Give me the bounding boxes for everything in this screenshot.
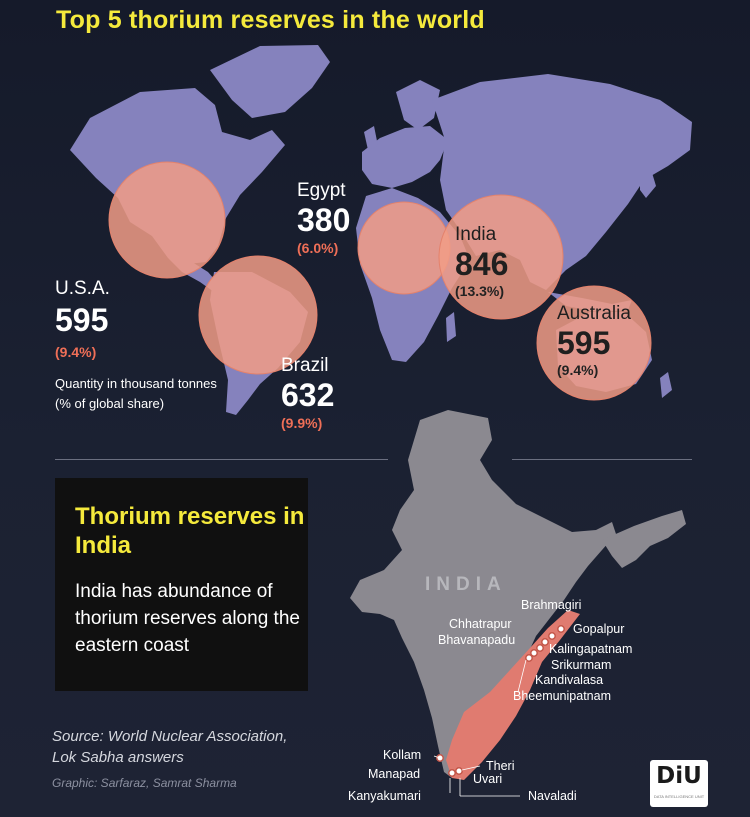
brazil-value: 632 [281,377,335,413]
australia-name: Australia [557,303,631,324]
site-dot-kalingapatnam [536,644,544,652]
india-label: India 846 (13.3%) [455,224,508,299]
site-label-chhatrapur: Chhatrapur [449,617,512,631]
site-dot-manapad [448,769,456,777]
brazil-name: Brazil [281,355,329,376]
site-dot-uvari [455,767,463,775]
site-dot-kandivalasa [525,654,533,662]
site-dot-gopalpur [557,625,565,633]
leader-line-theri [461,765,481,771]
uk-shape [364,126,378,150]
site-label-manapad: Manapad [368,767,421,781]
diu-logo-text: DiU [656,763,702,789]
japan-shape [640,166,656,198]
site-label-bhavanapadu: Bhavanapadu [438,633,516,647]
world-map [70,45,692,415]
legend-share: (% of global share) [55,396,165,411]
brazil-bubble [198,255,318,375]
site-dot-chhatrapur [548,632,556,640]
australia-bubble [536,285,652,401]
india-northeast-shape [602,510,686,568]
usa-value: 595 [55,302,109,338]
new-zealand-shape [660,372,672,398]
site-label-theri: Theri [486,759,515,773]
greenland-shape [210,45,330,118]
egypt-value: 380 [297,202,351,238]
australia-value: 595 [557,325,611,361]
india-mainland-shape [350,410,616,778]
madagascar-shape [446,312,456,342]
site-dot-srikurmam [530,649,538,657]
usa-share: (9.4%) [55,344,97,360]
coastal-thorium-zone [446,610,580,780]
india-value: 846 [455,246,509,282]
australia-label: Australia 595 (9.4%) [557,303,631,378]
diu-logo-tagline: DATA INTELLIGENCE UNIT [653,794,705,799]
site-dot-bhavanapadu [541,638,549,646]
india-map [350,410,686,797]
europe-shape [362,126,448,188]
india-name: India [455,224,497,245]
brazil-label: Brazil 632 (9.9%) [281,355,334,431]
graphic-credit: Graphic: Sarfaraz, Samrat Sharma [52,776,237,790]
usa-name: U.S.A. [55,278,110,299]
egypt-name: Egypt [297,180,346,201]
scandinavia-shape [396,80,440,130]
section-divider-right [512,459,692,460]
diu-logo: DiU DATA INTELLIGENCE UNIT [650,760,708,807]
egypt-label: Egypt 380 (6.0%) [297,180,350,256]
site-label-brahmagiri: Brahmagiri [521,598,582,612]
egypt-bubble [357,201,451,295]
site-label-gopalpur: Gopalpur [573,622,625,636]
legend-quantity: Quantity in thousand tonnes [55,376,217,391]
site-label-kollam: Kollam [383,748,422,762]
source-line-1: Source: World Nuclear Association, [52,728,288,745]
leader-line-kollam [433,755,441,759]
site-label-kanyakumari: Kanyakumari [348,789,421,803]
source-line-2: Lok Sabha answers [52,749,184,766]
brazil-share: (9.9%) [281,415,323,431]
site-label-bheemunipatnam: Bheemunipatnam [513,689,611,703]
site-label-uvari: Uvari [473,772,503,786]
australia-share: (9.4%) [557,362,599,378]
india-box-title: Thorium reserves in India [75,503,305,559]
india-info-box: Thorium reserves in India India has abun… [55,478,308,691]
site-label-kandivalasa: Kandivalasa [535,673,604,687]
site-label-kalingapatnam: Kalingapatnam [549,642,633,656]
section-divider [55,459,388,460]
site-label-srikurmam: Srikurmam [551,658,612,672]
leader-line-bheemunipatnam [517,659,527,693]
usa-bubble [108,161,226,279]
egypt-share: (6.0%) [297,240,339,256]
site-label-navaladi: Navaladi [528,789,577,803]
page-title: Top 5 thorium reserves in the world [56,6,485,34]
india-box-body: India has abundance of thorium reserves … [75,581,300,656]
legend: Quantity in thousand tonnes (% of global… [55,375,225,413]
usa-label: U.S.A. 595 (9.4%) [55,278,110,360]
india-share: (13.3%) [455,283,505,299]
india-map-watermark: INDIA [425,574,507,595]
india-bubble [438,194,564,320]
